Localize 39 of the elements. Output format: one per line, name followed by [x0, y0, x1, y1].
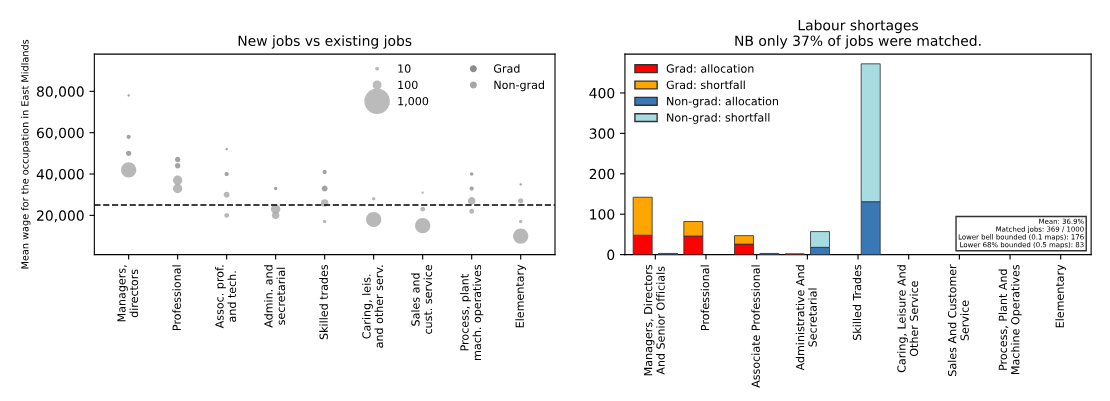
y-tick-label: 40,000 — [36, 168, 84, 181]
x-tick-label: Process, Plant And Machine Operatives — [998, 264, 1022, 374]
y-tick-label: 400 — [589, 87, 615, 99]
legend-label: 100 — [398, 80, 418, 90]
x-tick-label: Admin. and secretarial — [264, 265, 286, 328]
x-tick-label: Managers, directors — [117, 265, 139, 322]
x-tick-label: Sales and cust. service — [411, 264, 433, 334]
legend-label: 1,000 — [398, 96, 429, 107]
x-tick-label: Caring, Leisure And Other Service — [897, 265, 919, 373]
x-tick-label: Sales And Customer Service — [947, 264, 969, 376]
x-tick-label: Associate Professional — [751, 265, 760, 388]
x-tick-label: Caring, leis. and other serv. — [362, 265, 384, 348]
y-axis-title: Mean wage for the occupation in East Midlands — [21, 39, 31, 269]
chart-title: Labour shortages NB only 37% of jobs were matched. — [735, 19, 981, 49]
legend-label: Grad: allocation — [666, 64, 754, 73]
y-tick-label: 0 — [607, 249, 615, 261]
x-tick-label: Process, plant mach. operatives — [460, 264, 484, 360]
x-tick-label: Professional — [700, 265, 710, 331]
y-tick-label: 60,000 — [37, 127, 84, 140]
legend-label: Non-grad — [494, 80, 544, 92]
y-tick-label: 100 — [590, 209, 615, 220]
legend-label: Grad — [493, 64, 520, 73]
x-tick-label: Elementary — [1055, 264, 1067, 328]
y-tick-label: 80,000 — [36, 86, 84, 99]
y-tick-label: 20,000 — [37, 210, 84, 223]
legend-label: Grad: shortfall — [666, 80, 745, 90]
chart-title: New jobs vs existing jobs — [238, 35, 412, 49]
legend-label: Non-grad: allocation — [667, 96, 778, 108]
x-tick-label: Skilled Trades — [852, 264, 862, 340]
y-tick-label: 300 — [589, 128, 615, 139]
x-tick-label: Elementary — [515, 264, 527, 328]
legend-label: 10 — [398, 64, 411, 73]
x-tick-label: Skilled trades — [319, 264, 328, 340]
x-tick-label: Assoc. prof. and tech. — [215, 265, 237, 329]
x-tick-label: Administrative And Secretarial — [795, 265, 817, 371]
legend-label: Non-grad: shortfall — [667, 113, 770, 124]
x-tick-label: Managers, Directors And Senior Officials — [643, 264, 665, 376]
x-tick-label: Professional — [172, 265, 181, 331]
y-tick-label: 200 — [589, 168, 615, 180]
